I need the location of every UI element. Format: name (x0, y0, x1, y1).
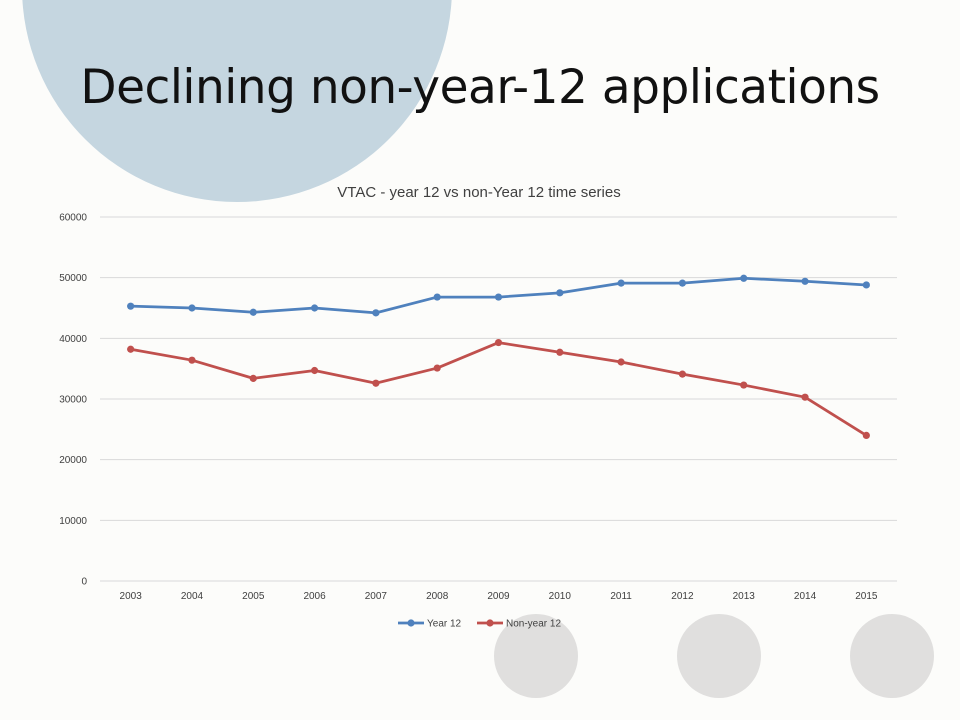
data-point (433, 293, 441, 301)
data-point (494, 293, 503, 301)
data-point (372, 309, 380, 317)
data-point (556, 289, 564, 297)
data-point (249, 308, 257, 316)
data-point (494, 338, 503, 347)
data-point (127, 345, 135, 353)
data-point (862, 431, 870, 439)
data-point (801, 393, 809, 401)
chart-gridlines (100, 216, 897, 582)
x-tick-label: 2013 (733, 591, 756, 602)
data-point (310, 366, 319, 375)
x-axis-ticks: 2003 2004 2005 2006 2007 2008 2009 2010 2011 2012… (120, 591, 878, 602)
x-tick-label: 2007 (365, 591, 388, 602)
decorative-circle-gray-2 (677, 614, 761, 698)
y-tick-label: 30000 (59, 395, 87, 406)
x-tick-label: 2004 (181, 591, 204, 602)
x-tick-label: 2011 (610, 591, 632, 602)
x-tick-label: 2005 (242, 591, 265, 602)
chart-series (127, 274, 870, 439)
decorative-circle-gray-1 (494, 614, 578, 698)
y-tick-label: 10000 (59, 516, 87, 527)
data-point (740, 381, 748, 389)
data-point (556, 348, 564, 356)
y-tick-label: 0 (81, 577, 87, 588)
legend-marker (486, 619, 494, 627)
y-axis-ticks: 0 10000 20000 30000 40000 50000 60000 (59, 213, 87, 588)
x-tick-label: 2006 (303, 591, 326, 602)
legend-item: Non-year 12 (477, 619, 561, 630)
x-tick-label: 2012 (671, 591, 694, 602)
data-point (801, 277, 809, 285)
chart-legend: Year 12 Non-year 12 (398, 619, 561, 630)
x-tick-label: 2009 (487, 591, 510, 602)
y-tick-label: 40000 (59, 334, 87, 345)
x-tick-label: 2014 (794, 591, 817, 602)
data-point (310, 304, 319, 312)
legend-item: Year 12 (398, 619, 462, 630)
y-tick-label: 60000 (59, 213, 87, 224)
data-point (372, 379, 380, 387)
y-tick-label: 20000 (59, 455, 87, 466)
x-tick-label: 2010 (549, 591, 572, 602)
x-tick-label: 2003 (120, 591, 143, 602)
legend-marker (407, 619, 415, 627)
chart-title: VTAC - year 12 vs non-Year 12 time serie… (337, 184, 620, 201)
data-point (678, 370, 687, 378)
data-point (740, 274, 748, 282)
data-point (678, 279, 687, 287)
x-tick-label: 2008 (426, 591, 449, 602)
slide-title: Declining non-year-12 applications (80, 60, 880, 115)
data-point (188, 356, 196, 364)
series-1 (127, 338, 870, 439)
data-point (862, 281, 870, 289)
legend-label: Year 12 (427, 619, 462, 630)
legend-label: Non-year 12 (506, 619, 561, 630)
data-point (188, 304, 196, 312)
data-point (617, 358, 625, 366)
series-0 (127, 274, 870, 317)
data-point (127, 302, 135, 310)
x-tick-label: 2015 (855, 591, 878, 602)
decorative-circle-gray-3 (850, 614, 934, 698)
data-point (617, 279, 625, 287)
y-tick-label: 50000 (59, 273, 87, 284)
data-point (433, 364, 441, 372)
series-line (130, 341, 868, 437)
data-point (249, 374, 257, 382)
